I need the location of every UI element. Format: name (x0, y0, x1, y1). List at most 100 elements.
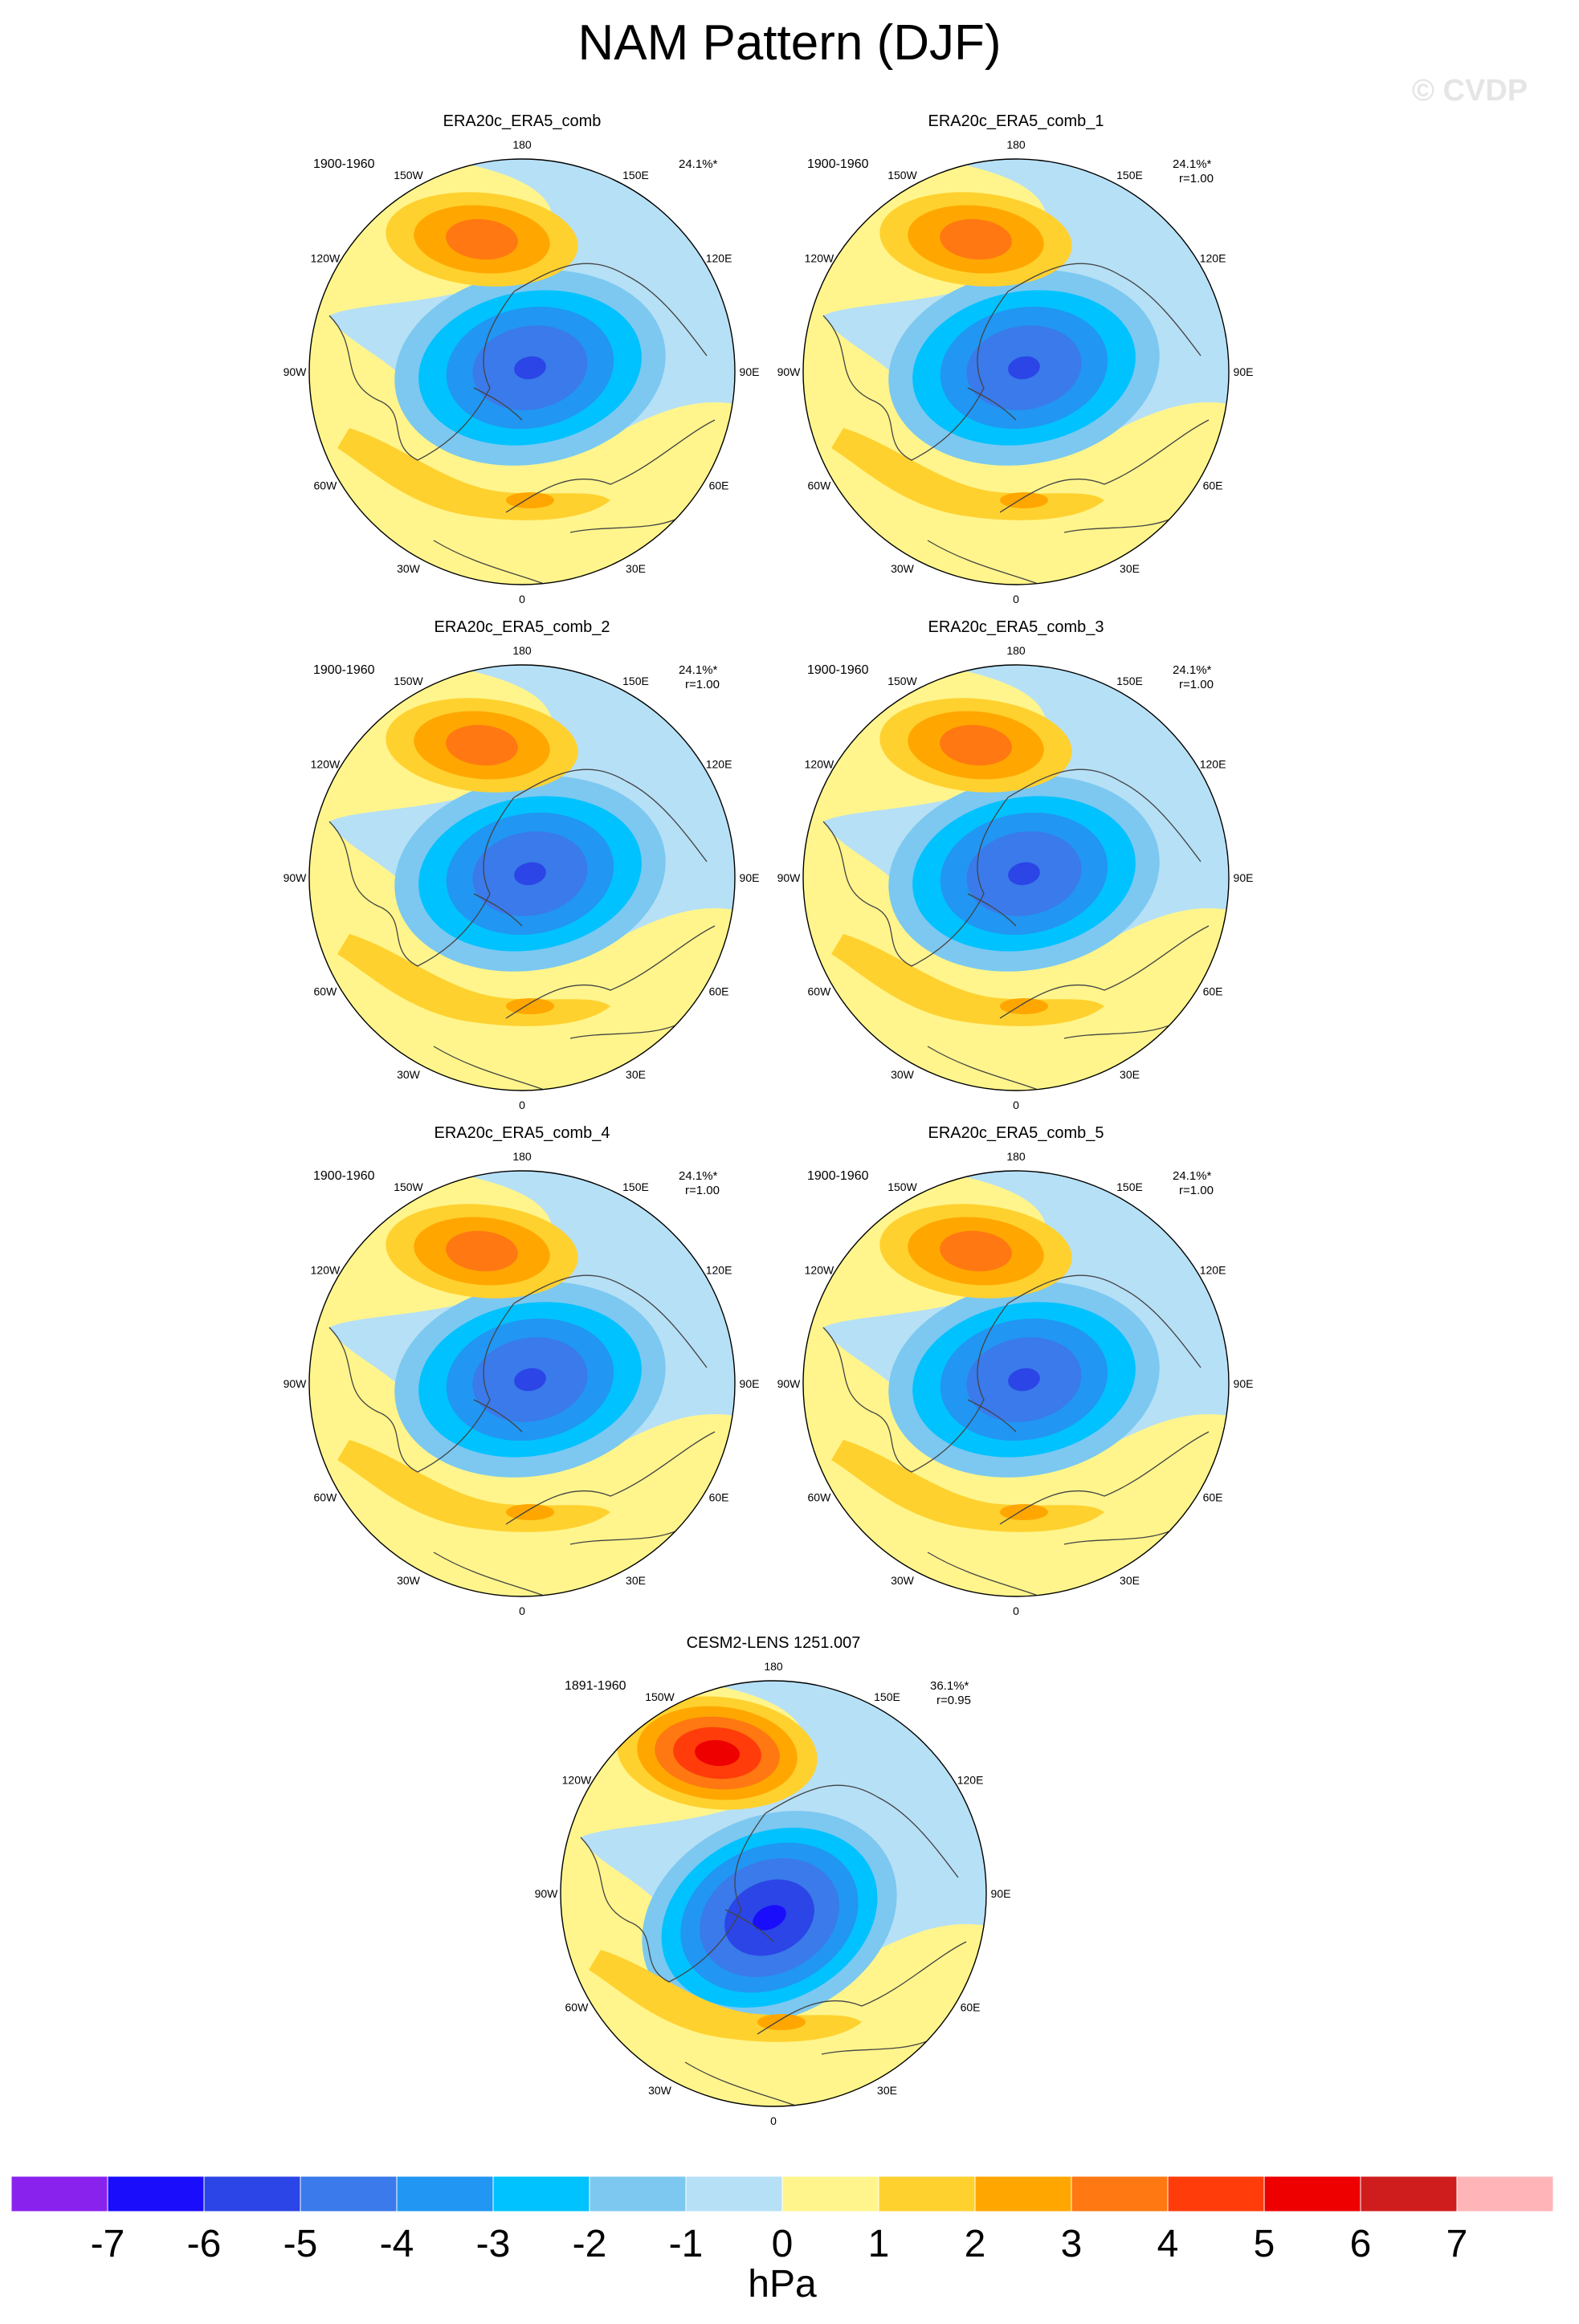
colorbar-swatch (685, 2176, 783, 2212)
variance-explained: 24.1%* (679, 663, 718, 677)
longitude-label: 60W (808, 479, 832, 492)
longitude-label: 90E (740, 1377, 760, 1390)
colorbar-tick-label: -3 (476, 2223, 511, 2265)
polar-map: 180 150E 120E 90E 60E 30E 0 30W 60W 90W 120W 150W (284, 138, 760, 605)
map-boundary (560, 1680, 987, 2107)
map-panel: 180 150E 120E 90E 60E 30E 0 30W 60W 90W 120W 150W ER… (711, 618, 1321, 1136)
polar-map: 180 150E 120E 90E 60E 30E 0 30W 60W 90W 120W 150W (777, 138, 1254, 605)
longitude-label: 150E (622, 1180, 649, 1193)
pacific-high-4 (695, 1739, 740, 1767)
coastlines (822, 1274, 1210, 1596)
colorbar-swatch (878, 2176, 976, 2212)
longitude-label: 150E (1116, 675, 1143, 687)
longitude-label: 150W (887, 675, 917, 687)
period-label: 1900-1960 (313, 157, 375, 171)
longitude-label: 120E (1200, 1264, 1226, 1277)
colorbar-swatch (1263, 2176, 1361, 2212)
longitude-label: 180 (1006, 138, 1026, 151)
pattern-correlation: r=1.00 (685, 1184, 720, 1197)
variance-explained: 24.1%* (1173, 157, 1212, 171)
coastlines (328, 1274, 716, 1596)
longitude-label: 90E (1234, 871, 1254, 884)
pattern-correlation: r=0.95 (936, 1694, 971, 1707)
polar-map: 180 150E 120E 90E 60E 30E 0 30W 60W 90W 120W 150W (777, 644, 1254, 1111)
longitude-label: 120E (706, 252, 732, 265)
longitude-label: 60E (961, 2001, 981, 2014)
longitude-label: 60E (709, 985, 729, 998)
longitude-label: 30E (1120, 1574, 1140, 1587)
map-panel: 180 150E 120E 90E 60E 30E 0 30W 60W 90W 120W 150W ER… (217, 1124, 827, 1642)
longitude-label: 120W (311, 758, 341, 771)
colorbar-swatch (781, 2176, 879, 2212)
panel-title: ERA20c_ERA5_comb (443, 112, 602, 130)
longitude-label: 90E (1234, 1377, 1254, 1390)
longitude-label: 30E (626, 1574, 646, 1587)
map-panel: 180 150E 120E 90E 60E 30E 0 30W 60W 90W 120W 150W ER… (711, 1124, 1321, 1642)
polar-map: 180 150E 120E 90E 60E 30E 0 30W 60W 90W 120W 150W (284, 1150, 760, 1617)
pacific-high-2 (940, 1230, 1012, 1272)
colorbar-tick-label: 5 (1254, 2223, 1275, 2265)
colorbar-swatch (203, 2176, 301, 2212)
low-contour-4 (514, 862, 546, 886)
longitude-label: 150W (887, 1180, 917, 1193)
pattern-correlation: r=1.00 (1179, 1184, 1214, 1197)
longitude-label: 180 (512, 1150, 532, 1163)
longitude-label: 0 (1013, 1604, 1019, 1617)
longitude-label: 90E (740, 871, 760, 884)
longitude-label: 150E (622, 675, 649, 687)
map-boundary (802, 1170, 1230, 1597)
contour-field (309, 159, 735, 585)
period-label: 1900-1960 (313, 663, 375, 677)
longitude-label: 60W (808, 985, 832, 998)
atlantic-high-core (506, 492, 554, 508)
colorbar-tick-label: 3 (1061, 2223, 1083, 2265)
contour-field (803, 159, 1229, 585)
longitude-label: 90W (777, 871, 802, 884)
pattern-correlation: r=1.00 (1179, 172, 1214, 186)
longitude-label: 120W (562, 1774, 592, 1787)
longitude-label: 120W (805, 758, 834, 771)
atlantic-high-core (1000, 998, 1048, 1014)
contour-field (309, 665, 735, 1091)
longitude-label: 120W (805, 252, 834, 265)
longitude-label: 30E (626, 1068, 646, 1081)
colorbar-tick-label: -4 (380, 2223, 414, 2265)
longitude-label: 150W (394, 1180, 423, 1193)
panel-title: ERA20c_ERA5_comb_3 (928, 618, 1104, 636)
colorbar-tick-label: 4 (1157, 2223, 1179, 2265)
period-label: 1900-1960 (313, 1169, 375, 1183)
pattern-correlation: r=1.00 (1179, 678, 1214, 691)
period-label: 1900-1960 (807, 1169, 869, 1183)
colorbar-swatch (396, 2176, 494, 2212)
longitude-label: 90W (284, 1377, 308, 1390)
longitude-label: 90E (991, 1887, 1011, 1900)
coastlines (328, 769, 716, 1091)
polar-map: 180 150E 120E 90E 60E 30E 0 30W 60W 90W 120W 150W (284, 644, 760, 1111)
longitude-label: 60W (314, 1491, 338, 1504)
contour-field (309, 1171, 735, 1596)
longitude-label: 150W (887, 169, 917, 181)
atlantic-high-core (1000, 492, 1048, 508)
longitude-label: 0 (1013, 1099, 1019, 1111)
panel-title: CESM2-LENS 1251.007 (686, 1634, 861, 1652)
map-boundary (802, 158, 1230, 585)
contour-field (561, 1681, 986, 2106)
longitude-label: 0 (519, 593, 525, 605)
colorbar-swatch (589, 2176, 687, 2212)
longitude-label: 90E (740, 365, 760, 378)
variance-explained: 24.1%* (1173, 1169, 1212, 1183)
coastlines (328, 263, 716, 585)
colorbar-swatch (1360, 2176, 1458, 2212)
longitude-label: 30W (891, 1574, 915, 1587)
period-label: 1900-1960 (807, 663, 869, 677)
longitude-label: 60E (1203, 479, 1223, 492)
watermark: © CVDP (1412, 74, 1528, 108)
longitude-label: 0 (1013, 593, 1019, 605)
longitude-label: 60W (314, 479, 338, 492)
longitude-label: 180 (1006, 1150, 1026, 1163)
longitude-label: 90W (777, 365, 802, 378)
colorbar-tick-label: 1 (868, 2223, 890, 2265)
colorbar-tick-label: 6 (1350, 2223, 1372, 2265)
atlantic-high-core (506, 998, 554, 1014)
coastlines (822, 263, 1210, 585)
